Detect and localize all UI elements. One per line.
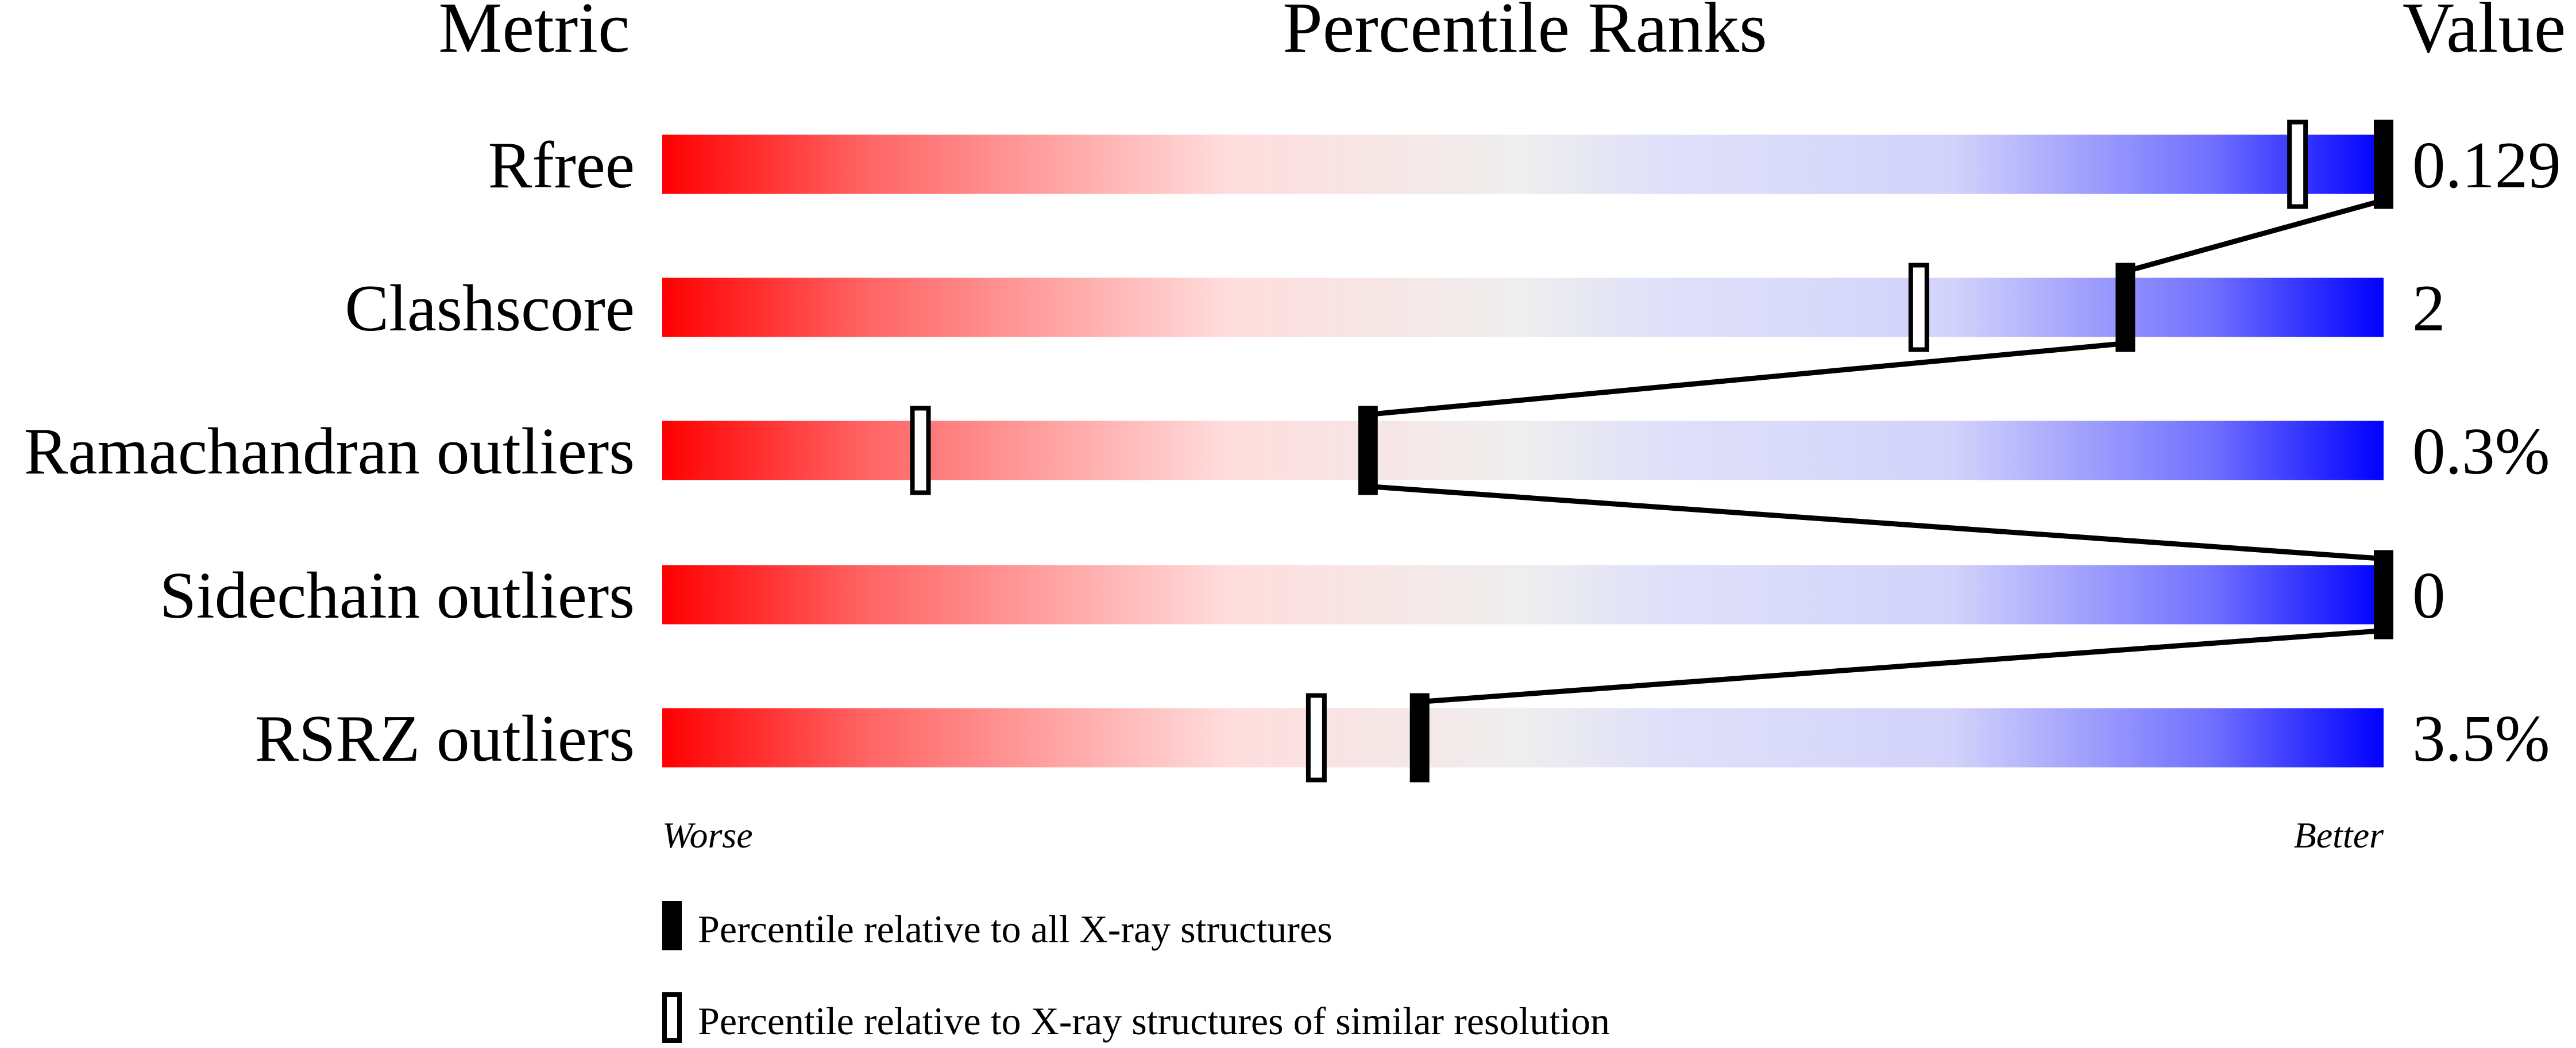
header-value: Value (2403, 0, 2566, 68)
connector-line (1368, 341, 2126, 417)
percentile-bar (662, 421, 2384, 480)
legend-filled-swatch (662, 901, 682, 950)
metric-value: 3.5% (2412, 702, 2550, 775)
better-label: Better (2294, 815, 2384, 856)
legend-open-swatch (662, 992, 682, 1043)
worse-label: Worse (662, 815, 753, 856)
metric-value: 0.129 (2412, 129, 2561, 202)
metric-value: 0 (2412, 559, 2446, 632)
marker-similar-resolution (1908, 263, 1929, 352)
metric-label: Sidechain outliers (160, 559, 635, 632)
connector-line (1368, 484, 2384, 561)
marker-all-structures (2374, 120, 2393, 209)
metric-value: 0.3% (2412, 415, 2550, 488)
marker-all-structures (2374, 550, 2393, 639)
connector-line (1419, 628, 2384, 704)
metric-label: Ramachandran outliers (24, 415, 635, 488)
percentile-bar (662, 708, 2384, 768)
marker-all-structures (1409, 693, 1430, 783)
metric-label: Rfree (488, 129, 635, 202)
marker-all-structures (1358, 406, 1378, 495)
marker-similar-resolution (1306, 693, 1327, 783)
percentile-bar (662, 565, 2384, 625)
percentile-bar (662, 134, 2384, 194)
marker-similar-resolution (2287, 120, 2308, 209)
header-metric: Metric (438, 0, 629, 68)
header-percentile-ranks: Percentile Ranks (1283, 0, 1767, 68)
legend-filled-label: Percentile relative to all X-ray structu… (698, 907, 1333, 951)
marker-all-structures (2115, 263, 2135, 352)
metric-label: Clashscore (345, 272, 635, 345)
metric-label: RSRZ outliers (255, 702, 635, 775)
metric-value: 2 (2412, 272, 2446, 345)
legend-open-label: Percentile relative to X-ray structures … (698, 999, 1610, 1043)
percentile-bar (662, 278, 2384, 337)
connector-line (2125, 198, 2385, 274)
marker-similar-resolution (910, 406, 931, 495)
